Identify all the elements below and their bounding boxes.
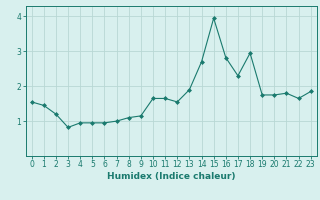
X-axis label: Humidex (Indice chaleur): Humidex (Indice chaleur)	[107, 172, 236, 181]
